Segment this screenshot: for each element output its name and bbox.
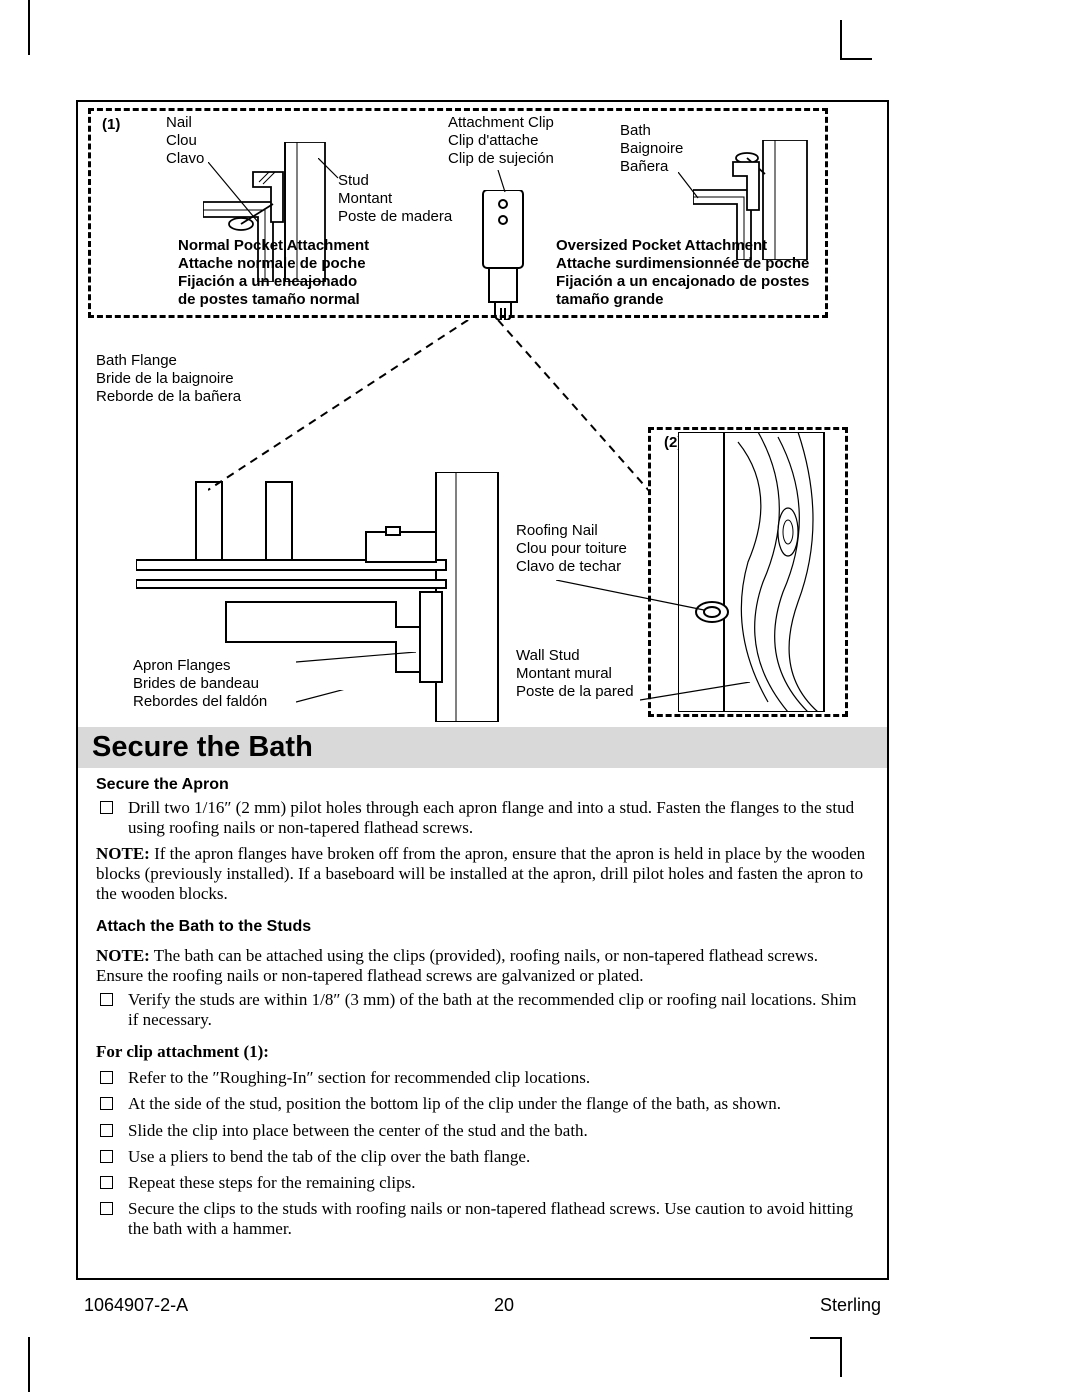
check-item-2: Verify the studs are within 1/8″ (3 mm) … — [100, 990, 869, 1030]
diagram-area: (1) Nail Clo — [78, 102, 887, 727]
leader-stud — [318, 158, 348, 188]
checklist-2: Verify the studs are within 1/8″ (3 mm) … — [100, 990, 869, 1030]
fig1-number: (1) — [102, 116, 120, 133]
label-stud-fr: Montant — [338, 190, 392, 207]
note-2: NOTE: The bath can be attached using the… — [96, 946, 869, 986]
caption-normal-3: Fijación a un encajonado — [178, 273, 357, 290]
footer-brand: Sterling — [820, 1295, 881, 1316]
label-wall-stud-en: Wall Stud — [516, 647, 580, 664]
cropmark-bot-right-h — [810, 1337, 840, 1339]
note1-text: If the apron flanges have broken off fro… — [96, 844, 865, 903]
cropmark-top-right-h — [842, 58, 872, 60]
leader-roofing-nail — [556, 580, 716, 620]
label-apron-flanges-es: Rebordes del faldón — [133, 693, 267, 710]
caption-oversized-3: Fijación a un encajonado de postes — [556, 273, 809, 290]
content-block: Secure the Apron Drill two 1/16″ (2 mm) … — [78, 768, 887, 1239]
note2-label: NOTE: — [96, 946, 150, 965]
caption-oversized-1: Oversized Pocket Attachment — [556, 237, 767, 254]
label-roofing-nail-en: Roofing Nail — [516, 522, 598, 539]
label-clip-fr: Clip d'attache — [448, 132, 538, 149]
label-wall-stud: Wall Stud Montant mural Poste de la pare… — [516, 647, 634, 701]
caption-normal-4: de postes tamaño normal — [178, 291, 360, 308]
label-nail-fr: Clou — [166, 132, 197, 149]
note-1: NOTE: If the apron flanges have broken o… — [96, 844, 869, 904]
caption-oversized: Oversized Pocket Attachment Attache surd… — [556, 237, 809, 309]
check-item-1: Drill two 1/16″ (2 mm) pilot holes throu… — [100, 798, 869, 838]
label-wall-stud-fr: Montant mural — [516, 665, 612, 682]
note2-text: The bath can be attached using the clips… — [96, 946, 818, 985]
caption-normal: Normal Pocket Attachment Attache normale… — [178, 237, 369, 309]
label-bath-flange: Bath Flange Bride de la baignoire Rebord… — [96, 352, 241, 406]
cropmark-bot-right-v — [840, 1337, 842, 1377]
section-title: Secure the Bath — [92, 731, 873, 764]
label-bath-es: Bañera — [620, 158, 668, 175]
checklist-clip: Refer to the ″Roughing-In″ section for r… — [100, 1068, 869, 1238]
caption-normal-2: Attache normale de poche — [178, 255, 366, 272]
fig2-wood-detail — [678, 432, 838, 712]
label-bath: Bath Baignoire Bañera — [620, 122, 683, 176]
label-bath-flange-fr: Bride de la baignoire — [96, 370, 234, 387]
clip-step-5: Repeat these steps for the remaining cli… — [100, 1173, 869, 1193]
clip-step-3: Slide the clip into place between the ce… — [100, 1121, 869, 1141]
caption-oversized-2: Attache surdimensionnée de poche — [556, 255, 809, 272]
leader-clip — [493, 170, 513, 195]
checklist-1: Drill two 1/16″ (2 mm) pilot holes throu… — [100, 798, 869, 838]
label-roofing-nail-fr: Clou pour toiture — [516, 540, 627, 557]
leader-apron2 — [296, 690, 466, 720]
label-nail-es: Clavo — [166, 150, 204, 167]
section-title-bar: Secure the Bath — [78, 727, 887, 768]
label-nail: Nail Clou Clavo — [166, 114, 204, 168]
caption-oversized-4: tamaño grande — [556, 291, 664, 308]
label-wall-stud-es: Poste de la pared — [516, 683, 634, 700]
subhead-clip-attach: For clip attachment (1): — [96, 1042, 869, 1062]
label-roofing-nail: Roofing Nail Clou pour toiture Clavo de … — [516, 522, 627, 576]
label-bath-fr: Baignoire — [620, 140, 683, 157]
label-bath-en: Bath — [620, 122, 651, 139]
cropmark-top-right-v — [840, 20, 842, 60]
subhead-secure-apron: Secure the Apron — [96, 776, 869, 794]
label-nail-en: Nail — [166, 114, 192, 131]
cropmark-top-left-v — [28, 0, 30, 55]
label-clip-es: Clip de sujeción — [448, 150, 554, 167]
subhead-attach-bath: Attach the Bath to the Studs — [96, 918, 869, 936]
label-apron-flanges: Apron Flanges Brides de bandeau Rebordes… — [133, 657, 267, 711]
label-apron-flanges-en: Apron Flanges — [133, 657, 231, 674]
clip-step-6: Secure the clips to the studs with roofi… — [100, 1199, 869, 1239]
footer-pageno: 20 — [494, 1295, 514, 1316]
label-stud-es: Poste de madera — [338, 208, 452, 225]
label-roofing-nail-es: Clavo de techar — [516, 558, 621, 575]
clip-step-4: Use a pliers to bend the tab of the clip… — [100, 1147, 869, 1167]
leader-bath — [678, 172, 708, 202]
leader-nail — [208, 162, 268, 232]
label-stud: Stud Montant Poste de madera — [338, 172, 452, 226]
page-footer: 1064907-2-A 20 Sterling — [78, 1295, 887, 1316]
footer-docno: 1064907-2-A — [84, 1295, 188, 1316]
clip-step-2: At the side of the stud, position the bo… — [100, 1094, 869, 1114]
label-clip: Attachment Clip Clip d'attache Clip de s… — [448, 114, 554, 168]
fig1-clip-sketch — [473, 190, 543, 320]
note1-label: NOTE: — [96, 844, 150, 863]
cropmark-bot-left-v — [28, 1337, 30, 1392]
clip-step-1: Refer to the ″Roughing-In″ section for r… — [100, 1068, 869, 1088]
leader-wall-stud — [640, 682, 760, 712]
label-bath-flange-en: Bath Flange — [96, 352, 177, 369]
label-bath-flange-es: Reborde de la bañera — [96, 388, 241, 405]
caption-normal-1: Normal Pocket Attachment — [178, 237, 369, 254]
label-clip-en: Attachment Clip — [448, 114, 554, 131]
label-apron-flanges-fr: Brides de bandeau — [133, 675, 259, 692]
page-frame: (1) Nail Clo — [76, 100, 889, 1280]
